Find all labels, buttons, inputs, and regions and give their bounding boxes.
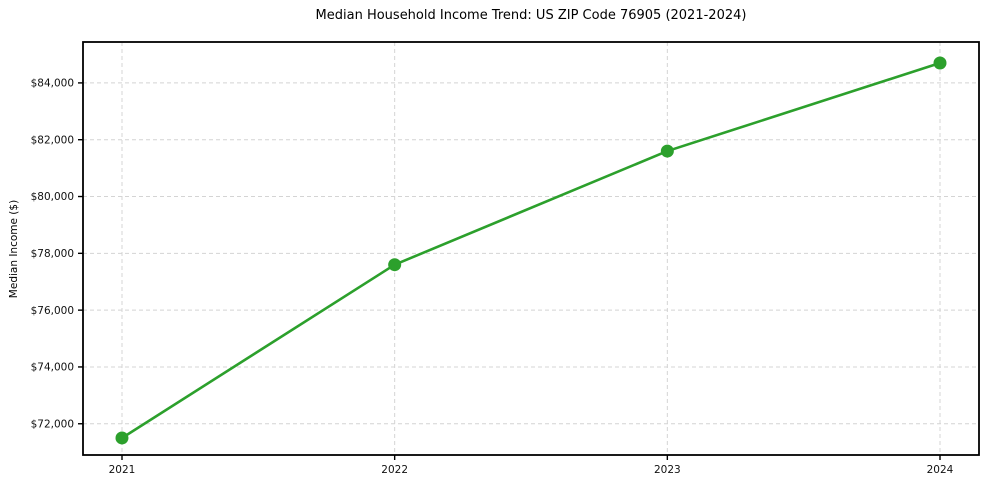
data-point-marker: [115, 431, 129, 445]
x-tick-label: 2024: [927, 464, 954, 476]
plot-frame: [82, 41, 980, 456]
data-point-marker: [388, 258, 402, 272]
y-tick-label: $72,000: [31, 418, 74, 430]
data-point-marker: [933, 56, 947, 70]
chart-title: Median Household Income Trend: US ZIP Co…: [315, 8, 747, 23]
y-tick-label: $80,000: [31, 191, 74, 203]
x-tick-label: 2022: [381, 464, 408, 476]
y-tick-label: $84,000: [31, 78, 74, 90]
y-tick-label: $74,000: [31, 362, 74, 374]
x-tick-label: 2021: [109, 464, 136, 476]
y-tick-label: $76,000: [31, 305, 74, 317]
trend-line: [120, 61, 942, 440]
data-point-marker: [660, 144, 674, 158]
plot-area: [83, 42, 979, 455]
y-tick-label: $82,000: [31, 134, 74, 146]
y-tick-label: $78,000: [31, 248, 74, 260]
x-tick-label: 2023: [654, 464, 681, 476]
